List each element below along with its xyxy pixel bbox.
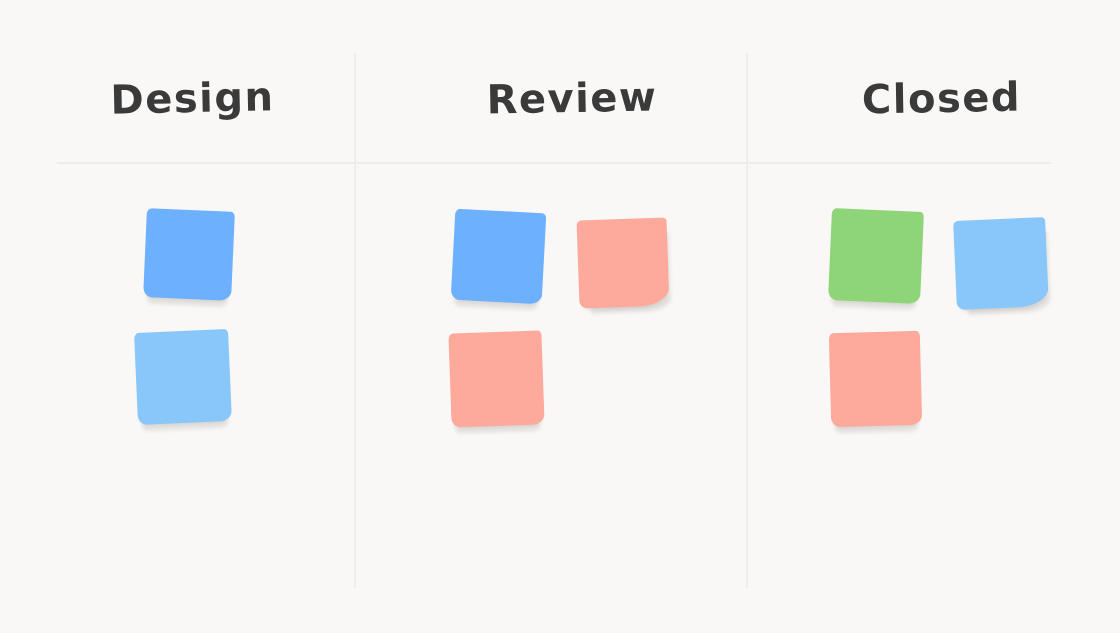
- sticky-note-green[interactable]: [828, 208, 924, 304]
- header-divider-line: [57, 162, 1051, 164]
- column-header-design[interactable]: Design: [110, 74, 275, 124]
- sticky-note-salmon[interactable]: [828, 330, 923, 428]
- column-divider-line: [746, 53, 748, 588]
- sticky-note-salmon[interactable]: [576, 217, 670, 309]
- sticky-note-blue[interactable]: [143, 208, 235, 301]
- sticky-note-salmon[interactable]: [448, 330, 545, 428]
- column-divider-line: [354, 53, 356, 588]
- column-header-closed[interactable]: Closed: [861, 74, 1022, 124]
- sticky-note-lightblue[interactable]: [134, 328, 232, 426]
- column-header-review[interactable]: Review: [486, 74, 658, 124]
- sticky-note-blue[interactable]: [450, 208, 547, 305]
- sticky-note-lightblue[interactable]: [953, 217, 1049, 310]
